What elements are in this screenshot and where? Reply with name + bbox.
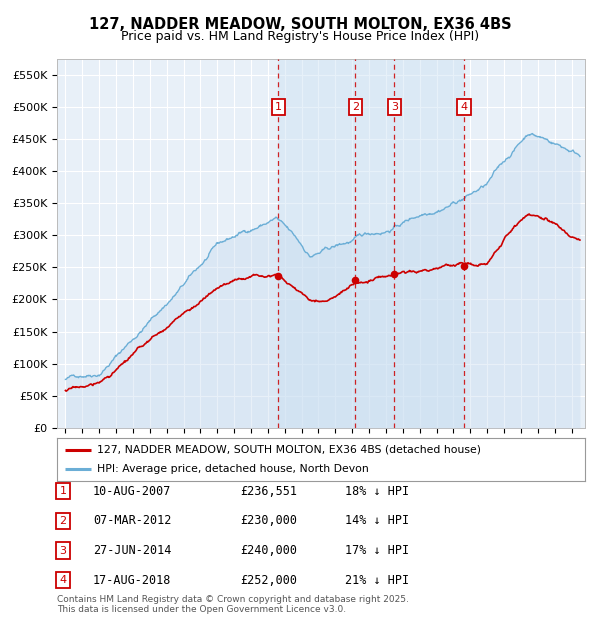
- Text: 27-JUN-2014: 27-JUN-2014: [93, 544, 172, 557]
- Text: 1: 1: [59, 486, 67, 496]
- Text: £252,000: £252,000: [240, 574, 297, 587]
- Bar: [278, 59, 464, 428]
- Text: 21% ↓ HPI: 21% ↓ HPI: [345, 574, 409, 587]
- Text: 2: 2: [59, 516, 67, 526]
- Text: 127, NADDER MEADOW, SOUTH MOLTON, EX36 4BS (detached house): 127, NADDER MEADOW, SOUTH MOLTON, EX36 4…: [97, 445, 481, 454]
- Text: £240,000: £240,000: [240, 544, 297, 557]
- Text: 3: 3: [59, 546, 67, 556]
- Text: £230,000: £230,000: [240, 515, 297, 527]
- Text: 18% ↓ HPI: 18% ↓ HPI: [345, 485, 409, 497]
- Text: This data is licensed under the Open Government Licence v3.0.: This data is licensed under the Open Gov…: [57, 604, 346, 614]
- Text: 127, NADDER MEADOW, SOUTH MOLTON, EX36 4BS: 127, NADDER MEADOW, SOUTH MOLTON, EX36 4…: [89, 17, 511, 32]
- Text: 4: 4: [460, 102, 467, 112]
- Text: 2: 2: [352, 102, 359, 112]
- Text: 17-AUG-2018: 17-AUG-2018: [93, 574, 172, 587]
- Text: Price paid vs. HM Land Registry's House Price Index (HPI): Price paid vs. HM Land Registry's House …: [121, 30, 479, 43]
- Text: Contains HM Land Registry data © Crown copyright and database right 2025.: Contains HM Land Registry data © Crown c…: [57, 595, 409, 604]
- Text: 1: 1: [275, 102, 281, 112]
- Text: 10-AUG-2007: 10-AUG-2007: [93, 485, 172, 497]
- Text: 3: 3: [391, 102, 398, 112]
- Text: HPI: Average price, detached house, North Devon: HPI: Average price, detached house, Nort…: [97, 464, 368, 474]
- Text: 17% ↓ HPI: 17% ↓ HPI: [345, 544, 409, 557]
- Text: 07-MAR-2012: 07-MAR-2012: [93, 515, 172, 527]
- Text: 4: 4: [59, 575, 67, 585]
- Text: 14% ↓ HPI: 14% ↓ HPI: [345, 515, 409, 527]
- Text: £236,551: £236,551: [240, 485, 297, 497]
